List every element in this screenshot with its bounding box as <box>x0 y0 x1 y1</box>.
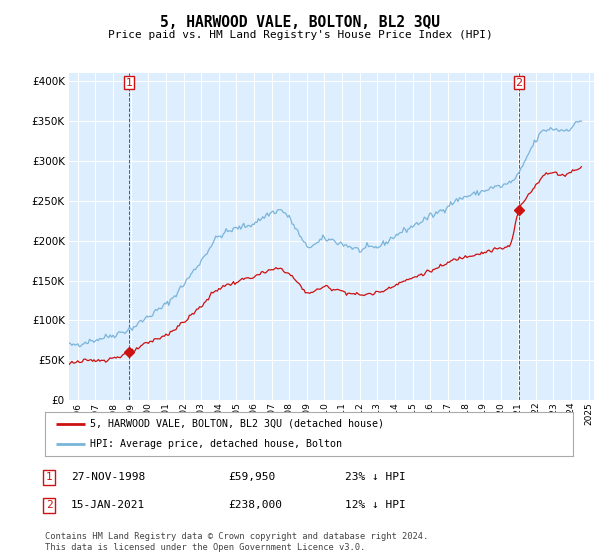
Text: Price paid vs. HM Land Registry's House Price Index (HPI): Price paid vs. HM Land Registry's House … <box>107 30 493 40</box>
Text: 1: 1 <box>125 78 133 88</box>
Text: 15-JAN-2021: 15-JAN-2021 <box>71 500 145 510</box>
Text: £59,950: £59,950 <box>228 472 275 482</box>
Text: 23% ↓ HPI: 23% ↓ HPI <box>345 472 406 482</box>
Text: 2: 2 <box>515 78 523 88</box>
Text: 5, HARWOOD VALE, BOLTON, BL2 3QU (detached house): 5, HARWOOD VALE, BOLTON, BL2 3QU (detach… <box>90 419 384 429</box>
Text: 12% ↓ HPI: 12% ↓ HPI <box>345 500 406 510</box>
Text: 5, HARWOOD VALE, BOLTON, BL2 3QU: 5, HARWOOD VALE, BOLTON, BL2 3QU <box>160 15 440 30</box>
Text: £238,000: £238,000 <box>228 500 282 510</box>
Text: 2: 2 <box>46 500 53 510</box>
Text: HPI: Average price, detached house, Bolton: HPI: Average price, detached house, Bolt… <box>90 439 342 449</box>
Text: 27-NOV-1998: 27-NOV-1998 <box>71 472 145 482</box>
Text: Contains HM Land Registry data © Crown copyright and database right 2024.
This d: Contains HM Land Registry data © Crown c… <box>45 533 428 552</box>
Text: 1: 1 <box>46 472 53 482</box>
